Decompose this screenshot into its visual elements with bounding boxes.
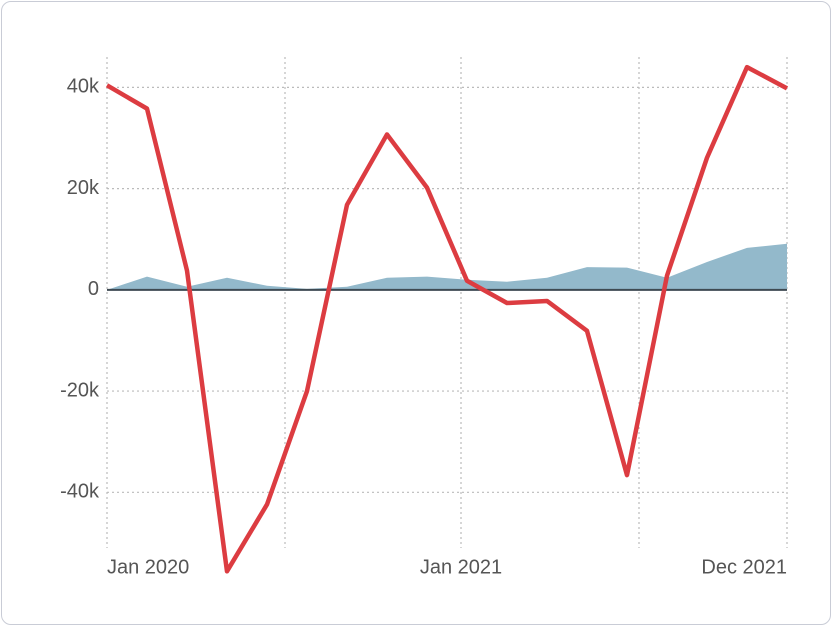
y-tick-label: -20k (60, 379, 100, 401)
y-tick-label: 20k (67, 177, 100, 199)
x-tick-label: Jan 2020 (107, 556, 189, 578)
y-tick-label: 0 (88, 278, 99, 300)
y-tick-label: -40k (60, 481, 100, 503)
y-tick-label: 40k (67, 76, 100, 98)
x-tick-label: Dec 2021 (701, 556, 787, 578)
x-tick-label: Jan 2021 (420, 556, 502, 578)
area (107, 243, 787, 290)
line (105, 64, 789, 574)
